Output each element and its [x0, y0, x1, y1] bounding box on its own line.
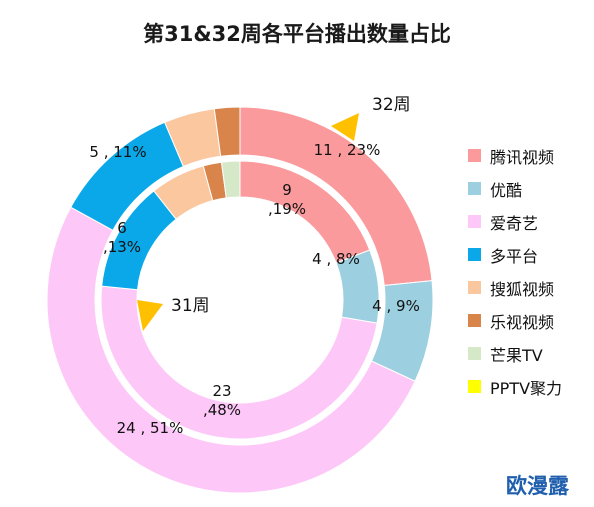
legend-item-youku: 优酷 [468, 175, 562, 202]
slice-outer-letv [213, 106, 241, 157]
marker-inner [137, 300, 163, 331]
marker-outer [331, 113, 359, 141]
legend-item-tencent: 腾讯视频 [468, 142, 562, 169]
legend-swatch-multi [468, 248, 481, 261]
legend-label: PPTV聚力 [490, 378, 563, 398]
data-label-inner-youku: 4 , 8% [312, 250, 360, 268]
legend-item-mango: 芒果TV [468, 340, 562, 367]
legend-item-letv: 乐视视频 [468, 307, 562, 334]
data-label-outer-multi: 5 , 11% [89, 143, 146, 161]
legend-swatch-sohu [468, 281, 481, 294]
data-label-inner-iqiyi: 23,48% [203, 382, 241, 419]
outer-ring-32 [46, 106, 434, 494]
legend-item-iqiyi: 爱奇艺 [468, 208, 562, 235]
legend-label: 爱奇艺 [490, 213, 539, 233]
legend-label: 芒果TV [490, 345, 543, 365]
data-label-outer-youku: 4 , 9% [372, 297, 420, 315]
legend-swatch-youku [468, 182, 481, 195]
legend-label: 搜狐视频 [490, 279, 555, 299]
data-label-inner-tencent: 9,19% [268, 181, 306, 218]
legend-swatch-iqiyi [468, 215, 481, 228]
slice-inner-mango [220, 160, 241, 199]
legend-swatch-tencent [468, 149, 481, 162]
legend-item-multi: 多平台 [468, 241, 562, 268]
legend-item-pptv: PPTV聚力 [468, 373, 562, 400]
legend-swatch-pptv [468, 380, 481, 393]
inner-ring-31 [100, 160, 380, 440]
chart-title: 第31&32周各平台播出数量占比 [143, 22, 451, 46]
slice-inner-iqiyi [100, 285, 378, 440]
series-name-outer: 32周 [372, 95, 411, 115]
legend-swatch-letv [468, 314, 481, 327]
slice-outer-iqiyi [46, 206, 416, 494]
legend-item-sohu: 搜狐视频 [468, 274, 562, 301]
series-name-inner: 31周 [171, 296, 210, 316]
data-label-outer-iqiyi: 24 , 51% [117, 419, 184, 437]
series-markers: 31周 32周 [137, 95, 411, 331]
data-label-outer-tencent: 11 , 23% [314, 141, 381, 159]
legend-label: 腾讯视频 [490, 147, 555, 167]
legend-label: 乐视视频 [490, 312, 555, 332]
legend-swatch-mango [468, 347, 481, 360]
watermark-logo: 欧漫露 [506, 474, 569, 498]
data-label-inner-multi: 6,13% [103, 219, 141, 256]
legend-label: 多平台 [490, 246, 539, 266]
legend: 腾讯视频优酷爱奇艺多平台搜狐视频乐视视频芒果TV PPTV聚力 [468, 142, 562, 400]
data-labels: 9,19% 4 , 8% 23,48% 6,13% 11 , 23% 4 , 9% 24 ,… [89, 141, 419, 437]
legend-label: 优酷 [490, 180, 523, 200]
